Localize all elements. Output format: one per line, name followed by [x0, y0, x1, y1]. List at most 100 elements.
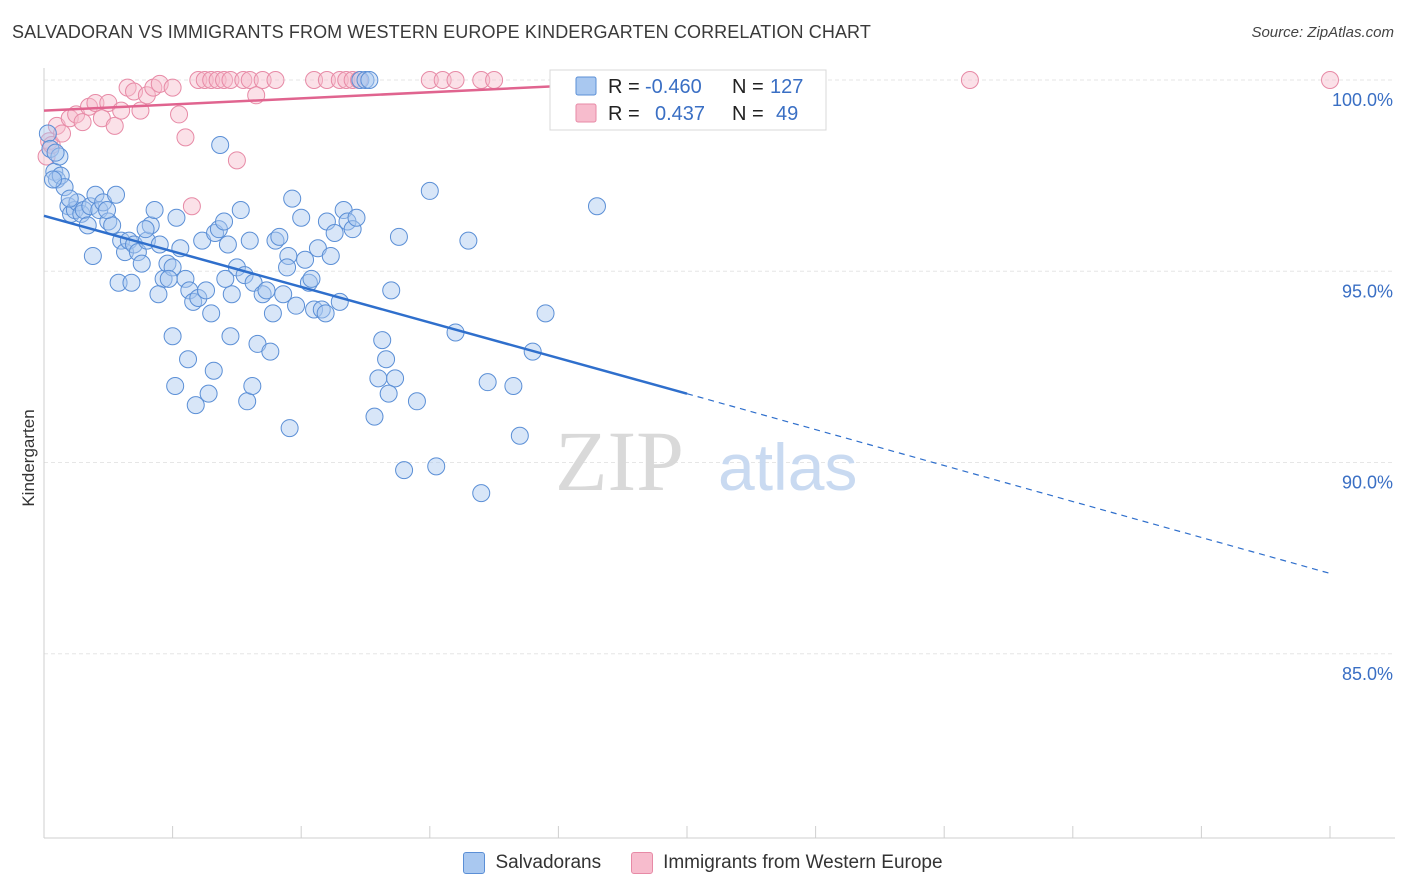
data-point-salvadorans: [109, 273, 128, 292]
data-point-salvadorans: [369, 369, 388, 388]
legend-swatch-blue: [575, 76, 597, 96]
data-point-salvadorans: [278, 258, 297, 277]
legend-r-value-1: -0.460: [645, 76, 702, 98]
data-point-salvadorans: [536, 304, 555, 323]
legend-item-salvadorans: Salvadorans: [463, 852, 601, 874]
data-point-salvadorans: [60, 189, 79, 208]
data-point-salvadorans: [274, 285, 293, 304]
data-point-salvadorans: [159, 269, 178, 288]
data-point-western-europe: [330, 71, 349, 89]
data-point-western-europe: [182, 197, 201, 216]
data-point-salvadorans: [287, 296, 306, 315]
data-point-salvadorans: [427, 457, 446, 476]
data-point-western-europe: [105, 116, 124, 135]
data-point-western-europe: [317, 71, 336, 89]
data-point-salvadorans: [504, 377, 523, 395]
legend-label-salvadorans: Salvadorans: [495, 852, 602, 873]
data-point-salvadorans: [420, 181, 439, 200]
data-point-western-europe: [195, 71, 214, 89]
data-point-western-europe: [240, 71, 259, 89]
series-legend: Salvadorans Immigrants from Western Euro…: [0, 852, 1406, 874]
data-point-salvadorans: [389, 227, 408, 246]
data-point-western-europe: [53, 124, 72, 143]
watermark-zip: ZIP: [555, 413, 684, 509]
data-point-salvadorans: [179, 350, 198, 369]
axes: [43, 68, 1395, 839]
legend-r-value-2: 0.437: [655, 103, 705, 125]
data-point-salvadorans: [395, 461, 414, 480]
legend-r-label-2: R =: [608, 103, 640, 125]
data-point-salvadorans: [283, 189, 302, 208]
trend-line-salvadorans: [43, 214, 688, 395]
data-point-salvadorans: [202, 304, 221, 323]
data-point-salvadorans: [189, 289, 208, 308]
data-point-salvadorans: [305, 300, 324, 319]
data-point-salvadorans: [356, 71, 375, 89]
data-point-western-europe: [433, 71, 452, 89]
data-point-salvadorans: [116, 243, 135, 262]
data-point-western-europe: [485, 71, 504, 89]
data-point-salvadorans: [263, 304, 282, 323]
legend-n-label-2: N =: [732, 103, 764, 125]
data-point-salvadorans: [199, 384, 218, 403]
data-point-salvadorans: [279, 246, 298, 265]
y-tick-labels: 85.0% 90.0% 95.0% 100.0%: [1332, 90, 1393, 684]
data-point-western-europe: [73, 113, 92, 132]
data-point-salvadorans: [270, 227, 289, 246]
data-point-salvadorans: [257, 281, 276, 300]
series-salvadorans-points: [38, 71, 606, 503]
data-point-western-europe: [221, 71, 240, 89]
data-point-salvadorans: [149, 285, 168, 304]
data-point-salvadorans: [86, 185, 105, 204]
data-point-salvadorans: [136, 220, 155, 239]
data-point-salvadorans: [44, 170, 63, 189]
data-point-salvadorans: [221, 327, 240, 346]
data-point-salvadorans: [38, 124, 57, 143]
data-point-salvadorans: [122, 273, 141, 292]
data-point-salvadorans: [197, 281, 216, 300]
data-point-salvadorans: [587, 197, 606, 216]
data-point-salvadorans: [379, 384, 398, 403]
legend-r-label-1: R =: [608, 76, 640, 98]
y-tick-label: 85.0%: [1342, 664, 1393, 684]
data-point-salvadorans: [211, 136, 230, 155]
data-point-western-europe: [227, 151, 246, 170]
data-point-salvadorans: [478, 373, 497, 392]
legend-swatch-pink: [575, 103, 597, 123]
data-point-salvadorans: [292, 208, 311, 227]
data-point-salvadorans: [377, 350, 396, 369]
gridlines: [44, 79, 1395, 655]
y-axis-label: Kindergarten: [19, 409, 38, 506]
data-point-salvadorans: [343, 220, 362, 239]
data-point-western-europe: [170, 105, 189, 124]
data-point-salvadorans: [222, 285, 241, 304]
data-point-western-europe: [112, 101, 131, 120]
data-point-salvadorans: [459, 231, 478, 250]
data-point-western-europe: [446, 71, 465, 89]
data-point-salvadorans: [231, 201, 250, 220]
chart-title: SALVADORAN VS IMMIGRANTS FROM WESTERN EU…: [12, 22, 871, 42]
data-point-salvadorans: [351, 71, 370, 89]
data-point-western-europe: [305, 71, 324, 89]
data-point-salvadorans: [261, 342, 280, 361]
data-point-western-europe: [266, 71, 285, 89]
data-point-salvadorans: [510, 426, 529, 445]
data-point-salvadorans: [407, 392, 426, 411]
data-point-salvadorans: [216, 269, 235, 288]
data-point-salvadorans: [386, 369, 405, 388]
data-point-salvadorans: [166, 377, 185, 395]
data-point-salvadorans: [280, 419, 299, 438]
data-point-western-europe: [253, 71, 272, 89]
data-point-salvadorans: [302, 269, 321, 288]
data-point-salvadorans: [186, 396, 205, 415]
data-point-western-europe: [960, 71, 979, 89]
data-point-salvadorans: [238, 392, 257, 411]
data-point-salvadorans: [321, 246, 340, 265]
data-point-salvadorans: [365, 407, 384, 426]
data-point-salvadorans: [373, 331, 392, 350]
data-point-western-europe: [234, 71, 253, 89]
legend-swatch-western-europe: [631, 852, 654, 874]
data-point-western-europe: [1321, 71, 1339, 89]
data-point-salvadorans: [132, 254, 151, 273]
data-point-salvadorans: [107, 185, 126, 204]
